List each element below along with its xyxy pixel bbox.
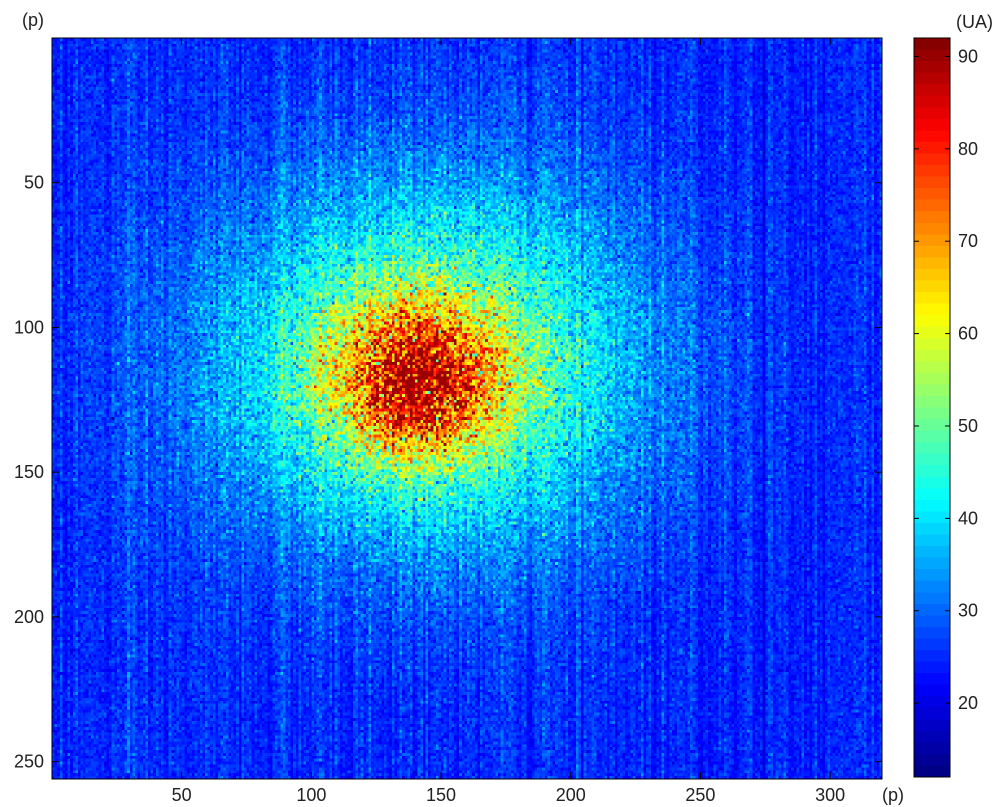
colorbar: 20 30 40 50 60 70 80 90	[913, 37, 978, 778]
y-axis: 50 100 150 200 250	[14, 173, 882, 772]
colorbar-tick-label: 70	[958, 231, 978, 251]
y-tick-label: 50	[24, 173, 44, 193]
x-tick-label: 50	[172, 785, 192, 805]
x-tick-label: 150	[426, 785, 456, 805]
x-tick-label: 100	[296, 785, 326, 805]
colorbar-tick-label: 40	[958, 508, 978, 528]
x-tick-label: 200	[556, 785, 586, 805]
y-tick-label: 150	[14, 462, 44, 482]
colorbar-tick-label: 80	[958, 139, 978, 159]
x-axis: 50 100 150 200 250 300	[172, 38, 845, 805]
colorbar-tick-label: 90	[958, 46, 978, 66]
colorbar-frame	[913, 37, 951, 778]
heatmap-plot-area	[51, 37, 883, 780]
x-tick-label: 250	[685, 785, 715, 805]
colorbar-ticks: 20 30 40 50 60 70 80 90	[914, 46, 978, 713]
y-axis-unit: (p)	[22, 10, 44, 30]
colorbar-gradient	[914, 38, 950, 777]
y-tick-label: 250	[14, 752, 44, 772]
colorbar-tick-label: 50	[958, 416, 978, 436]
colorbar-tick-label: 20	[958, 693, 978, 713]
colorbar-tick-label: 60	[958, 324, 978, 344]
x-axis-unit: (p)	[882, 785, 904, 805]
colorbar-unit: (UA)	[956, 12, 993, 32]
x-tick-label: 300	[815, 785, 845, 805]
plot-frame	[51, 37, 883, 780]
heatmap-image	[52, 38, 882, 779]
y-tick-label: 200	[14, 607, 44, 627]
colorbar-tick-label: 30	[958, 601, 978, 621]
y-tick-label: 100	[14, 317, 44, 337]
